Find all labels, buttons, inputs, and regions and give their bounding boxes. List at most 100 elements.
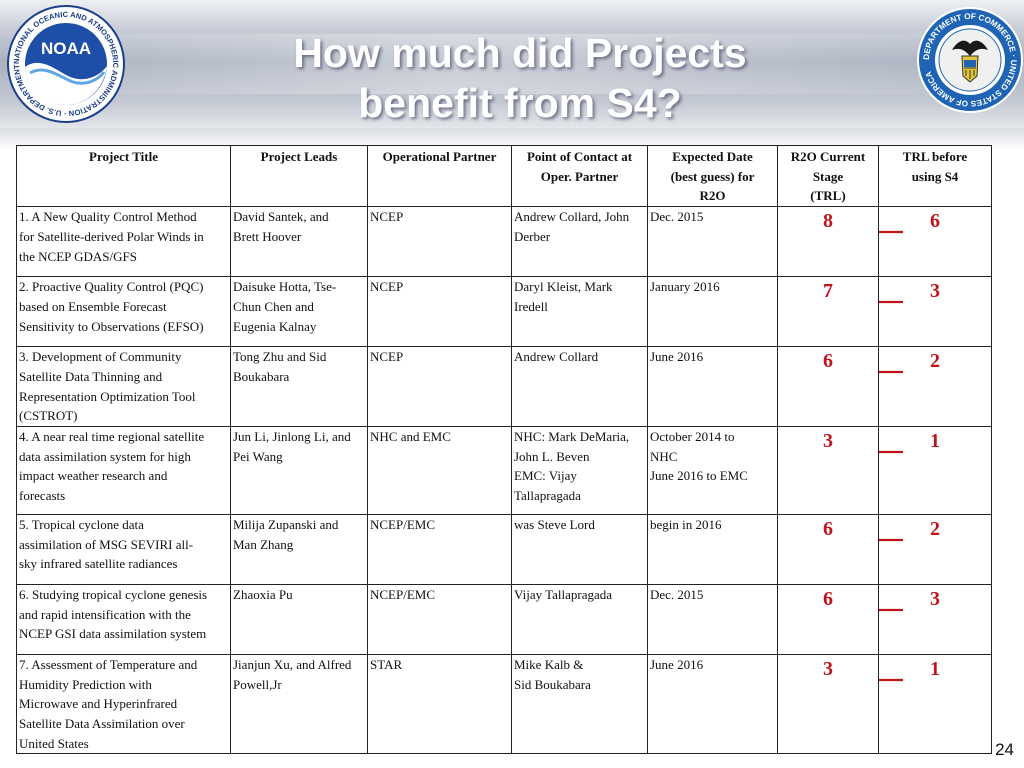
trl-before-value: 3 <box>930 587 940 610</box>
cell-project-leads-line: Powell,Jr <box>233 676 282 692</box>
cell-point-of-contact-line: Iredell <box>514 298 548 314</box>
cell-project-title-line: 6. Studying tropical cyclone genesis <box>19 586 208 602</box>
header-project-leads: Project Leads <box>230 144 368 208</box>
cell-point-of-contact-line: Andrew Collard <box>514 349 599 365</box>
cell-project-leads: Jun Li, Jinlong Li, and Pei Wang <box>230 425 368 515</box>
cell-expected-date-line: January 2016 <box>650 279 720 295</box>
table-row: 2. Proactive Quality Control (PQC) based … <box>16 276 992 348</box>
current-stage-value: 8 <box>823 210 833 233</box>
projects-table: Project Title Project Leads Operational … <box>16 144 992 755</box>
cell-project-title-line: 7. Assessment of Temperature and <box>19 656 198 672</box>
header-expected-date: Expected Date (best guess) for R2O <box>647 144 778 208</box>
left-arrow-icon <box>879 538 903 542</box>
cell-operational-partner: STAR <box>367 653 512 755</box>
cell-r2o-current-stage: 7 <box>777 276 879 348</box>
cell-point-of-contact-line: Derber <box>514 228 551 244</box>
cell-project-leads-line: Pei Wang <box>233 448 283 464</box>
cell-project-title: 1. A New Quality Control Method for Satel… <box>16 206 231 278</box>
cell-point-of-contact-line: EMC: Vijay <box>514 468 577 484</box>
cell-expected-date-line: Dec. 2015 <box>650 586 704 602</box>
cell-point-of-contact-line: Daryl Kleist, Mark <box>514 279 613 295</box>
cell-project-title-line: Sensitivity to Observations (EFSO) <box>19 318 204 334</box>
cell-point-of-contact-line: John L. Beven <box>514 448 590 464</box>
cell-project-title-line: Representation Optimization Tool <box>19 388 196 404</box>
cell-trl-before: 2 <box>878 513 992 585</box>
cell-project-title-line: Humidity Prediction with <box>19 676 152 692</box>
cell-operational-partner: NCEP/EMC <box>367 583 512 655</box>
cell-project-leads: Daisuke Hotta, Tse- Chun Chen and Eugenia … <box>230 276 368 348</box>
cell-expected-date: begin in 2016 <box>647 513 778 585</box>
cell-point-of-contact: was Steve Lord <box>511 513 648 585</box>
left-arrow-icon <box>879 301 903 304</box>
cell-expected-date: Dec. 2015 <box>647 206 778 278</box>
cell-expected-date: June 2016 <box>647 653 778 755</box>
cell-trl-before: 3 <box>878 276 992 348</box>
cell-project-leads-line: Eugenia Kalnay <box>233 318 317 334</box>
cell-project-title-line: 5. Tropical cyclone data <box>19 516 144 532</box>
table-row: 6. Studying tropical cyclone genesis and … <box>16 583 992 655</box>
cell-trl-before: 6 <box>878 206 992 278</box>
cell-expected-date: October 2014 to NHC June 2016 to EMC <box>647 425 778 515</box>
cell-project-leads-line: Tong Zhu and Sid <box>233 349 327 365</box>
cell-operational-partner: NCEP <box>367 276 512 348</box>
table-header-row: Project Title Project Leads Operational … <box>16 144 992 208</box>
left-arrow-icon <box>879 450 903 454</box>
table-row: 3. Development of Community Satellite Dat… <box>16 346 992 427</box>
current-stage-value: 6 <box>823 517 833 540</box>
cell-expected-date-line: NHC <box>650 448 678 464</box>
cell-project-leads: Jianjun Xu, and Alfred Powell,Jr <box>230 653 368 755</box>
cell-project-title-line: forecasts <box>19 488 66 504</box>
cell-project-title-line: 3. Development of Community <box>19 349 182 365</box>
cell-expected-date: January 2016 <box>647 276 778 348</box>
cell-project-title-line: based on Ensemble Forecast <box>19 298 167 314</box>
cell-r2o-current-stage: 8 <box>777 206 879 278</box>
cell-project-leads-line: Chun Chen and <box>233 298 314 314</box>
cell-trl-before: 3 <box>878 583 992 655</box>
cell-project-title-line: the NCEP GDAS/GFS <box>19 248 137 264</box>
table-row: 4. A near real time regional satellite da… <box>16 425 992 515</box>
trl-before-value: 1 <box>930 657 940 680</box>
projects-table-wrapper: Project Title Project Leads Operational … <box>16 144 992 755</box>
cell-point-of-contact: Daryl Kleist, Mark Iredell <box>511 276 648 348</box>
cell-trl-before: 2 <box>878 346 992 427</box>
banner-fade <box>0 128 1024 150</box>
cell-project-title-line: 1. A New Quality Control Method <box>19 209 197 225</box>
cell-project-title-line: for Satellite-derived Polar Winds in <box>19 228 204 244</box>
cell-project-title-line: 4. A near real time regional satellite <box>19 428 205 444</box>
current-stage-value: 3 <box>823 657 833 680</box>
cell-project-leads: Milija Zupanski and Man Zhang <box>230 513 368 585</box>
cell-operational-partner: NCEP <box>367 346 512 427</box>
table-body: 1. A New Quality Control Method for Satel… <box>16 206 992 755</box>
table-row: 7. Assessment of Temperature and Humidity… <box>16 653 992 755</box>
slide-title-line-2: benefit from S4? <box>358 80 682 126</box>
cell-project-title-line: 2. Proactive Quality Control (PQC) <box>19 279 204 295</box>
cell-expected-date-line: begin in 2016 <box>650 516 722 532</box>
header-trl-before: TRL before using S4 <box>878 144 992 208</box>
slide-title: How much did Projects benefit from S4? <box>250 28 790 128</box>
cell-project-title: 2. Proactive Quality Control (PQC) based … <box>16 276 231 348</box>
trl-before-value: 3 <box>930 280 940 303</box>
noaa-logo-text: NOAA <box>41 39 91 58</box>
cell-project-title-line: Satellite Data Assimilation over <box>19 716 185 732</box>
cell-project-leads-line: Boukabara <box>233 368 290 384</box>
cell-project-leads: Zhaoxia Pu <box>230 583 368 655</box>
cell-trl-before: 1 <box>878 425 992 515</box>
cell-project-leads-line: Daisuke Hotta, Tse- <box>233 279 337 295</box>
cell-project-leads-line: Man Zhang <box>233 536 294 552</box>
cell-project-title-line: Microwave and Hyperinfrared <box>19 696 178 712</box>
cell-project-title: 6. Studying tropical cyclone genesis and … <box>16 583 231 655</box>
cell-expected-date-line: June 2016 <box>650 656 704 672</box>
header-point-of-contact: Point of Contact at Oper. Partner <box>511 144 648 208</box>
cell-project-leads-line: David Santek, and <box>233 209 329 225</box>
trl-before-value: 6 <box>930 210 940 233</box>
title-banner <box>0 0 1024 128</box>
cell-project-title-line: NCEP GSI data assimilation system <box>19 626 207 642</box>
banner-highlight <box>0 34 1024 94</box>
cell-expected-date-line: June 2016 <box>650 349 704 365</box>
cell-expected-date-line: Dec. 2015 <box>650 209 704 225</box>
cell-project-title-line: sky infrared satellite radiances <box>19 556 178 572</box>
department-of-commerce-seal: DEPARTMENT OF COMMERCE · UNITED STATES O… <box>917 7 1023 113</box>
header-project-title: Project Title <box>16 144 231 208</box>
cell-point-of-contact: NHC: Mark DeMaria, John L. Beven EMC: Vija… <box>511 425 648 515</box>
cell-project-title-line: and rapid intensification with the <box>19 606 191 622</box>
